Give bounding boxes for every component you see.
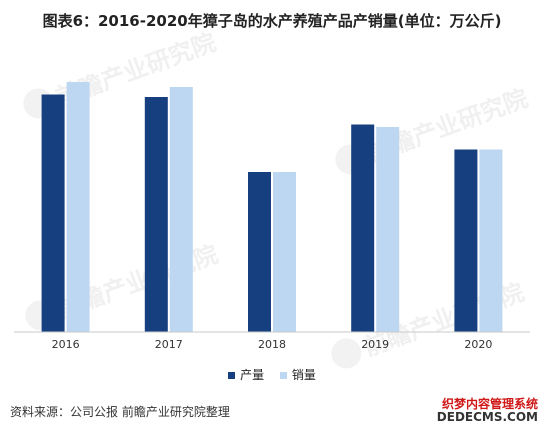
bar-sales-2016 bbox=[66, 82, 90, 332]
bar-sales-2020 bbox=[479, 149, 503, 332]
bar-production-2016 bbox=[41, 94, 65, 332]
x-tick-label-2020: 2020 bbox=[464, 338, 492, 351]
legend-swatch-sales bbox=[279, 372, 287, 379]
legend-item-production: 产量 bbox=[228, 366, 264, 383]
site-watermark: 织梦内容管理系统 DEDECMS.COM bbox=[437, 398, 538, 424]
chart-title: 图表6：2016-2020年獐子岛的水产养殖产品产销量(单位：万公斤) bbox=[42, 12, 502, 30]
legend-item-sales: 销量 bbox=[279, 366, 316, 383]
bar-production-2020 bbox=[454, 149, 478, 332]
bar-production-2017 bbox=[144, 97, 168, 332]
bar-production-2018 bbox=[248, 172, 271, 332]
bars-group bbox=[41, 82, 503, 332]
x-tick-labels: 2016 2017 2018 2019 2020 bbox=[52, 338, 493, 351]
legend-label-production: 产量 bbox=[240, 368, 265, 382]
bar-sales-2018 bbox=[273, 172, 296, 332]
x-tick-label-2019: 2019 bbox=[361, 338, 389, 351]
legend-label-sales: 销量 bbox=[291, 368, 316, 382]
x-tick-label-2017: 2017 bbox=[155, 338, 183, 351]
source-note: 资料来源：公司公报 前瞻产业研究院整理 bbox=[10, 405, 230, 419]
legend: 产量 销量 bbox=[0, 366, 544, 383]
site-watermark-line2: DEDECMS.COM bbox=[436, 410, 538, 424]
site-watermark-line1: 织梦内容管理系统 bbox=[441, 397, 538, 411]
bar-production-2019 bbox=[351, 124, 375, 332]
bar-sales-2017 bbox=[169, 87, 193, 332]
legend-swatch-production bbox=[228, 372, 236, 379]
bar-sales-2019 bbox=[376, 127, 400, 332]
x-tick-label-2016: 2016 bbox=[52, 338, 80, 351]
x-tick-label-2018: 2018 bbox=[258, 338, 286, 351]
